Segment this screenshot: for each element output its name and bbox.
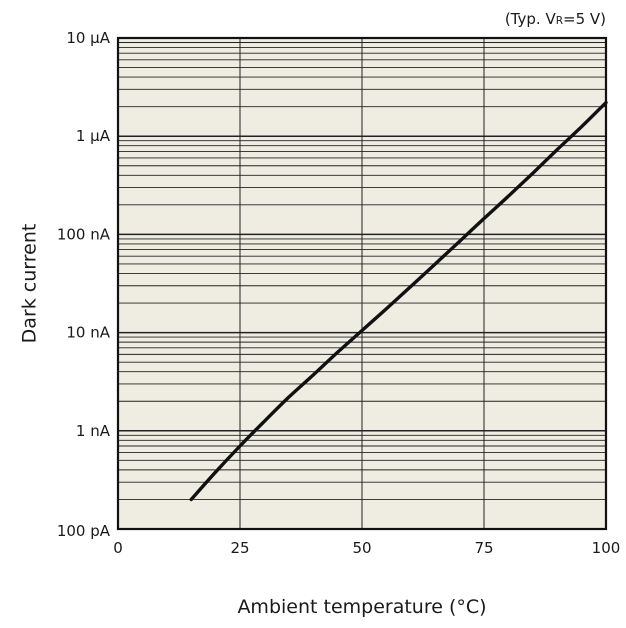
x-tick-label: 75 bbox=[474, 539, 493, 557]
y-tick-label: 10 µA bbox=[66, 29, 110, 47]
x-tick-label: 100 bbox=[592, 539, 621, 557]
plot-frame bbox=[116, 36, 608, 531]
x-tick-label: 25 bbox=[230, 539, 249, 557]
y-tick-label: 10 nA bbox=[66, 324, 110, 342]
x-axis-title: Ambient temperature (°C) bbox=[237, 596, 486, 618]
y-tick-label: 100 pA bbox=[57, 522, 111, 540]
y-axis-ticks: 100 pA 1 nA 10 nA 100 nA 1 µA 10 µA bbox=[57, 29, 111, 540]
y-axis-title: Dark current bbox=[19, 224, 41, 344]
measurement-condition-note: (Typ. VR=5 V) bbox=[505, 10, 606, 28]
y-tick-label: 100 nA bbox=[57, 225, 111, 243]
x-tick-label: 50 bbox=[352, 539, 371, 557]
y-tick-label: 1 nA bbox=[76, 422, 111, 440]
grid-lines bbox=[117, 38, 607, 530]
x-axis-ticks: 0 25 50 75 100 bbox=[113, 539, 620, 557]
y-tick-label: 1 µA bbox=[76, 127, 111, 145]
x-tick-label: 0 bbox=[113, 539, 123, 557]
dark-current-curve bbox=[189, 100, 608, 502]
